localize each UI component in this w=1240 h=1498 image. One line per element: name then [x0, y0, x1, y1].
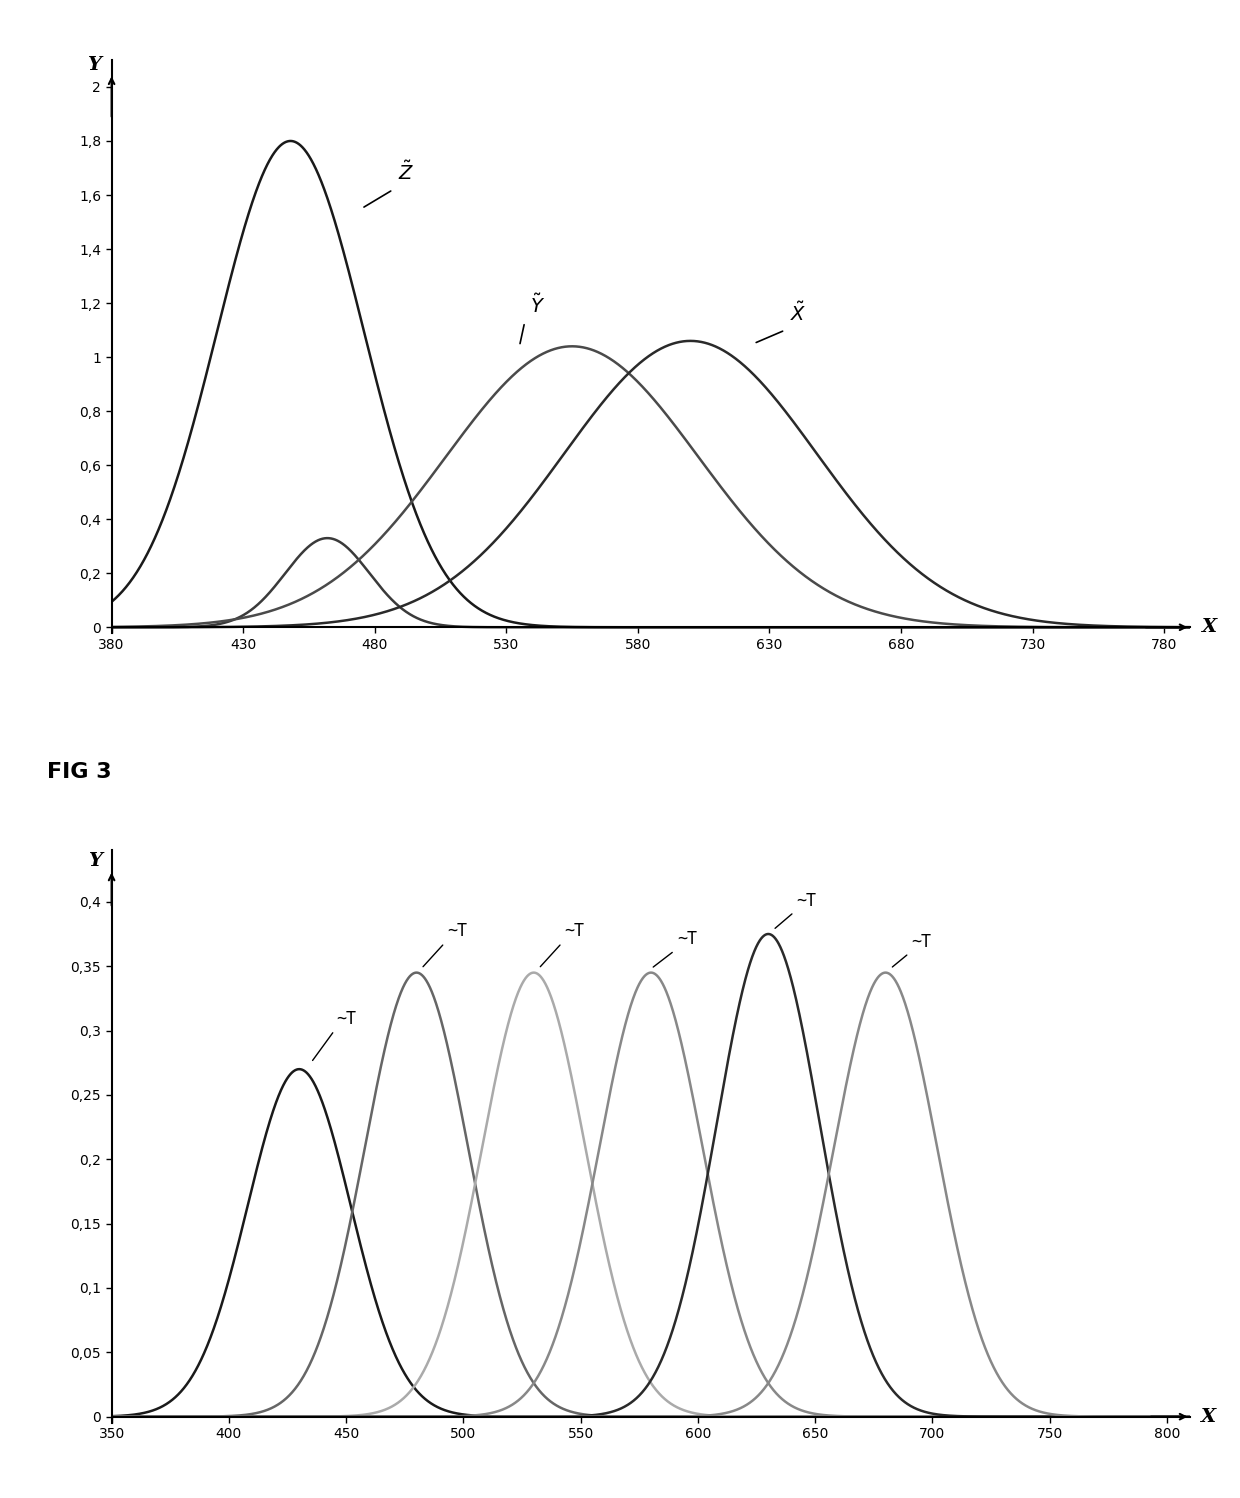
Text: $\tilde{Z}$: $\tilde{Z}$: [398, 162, 414, 184]
Text: ~T: ~T: [446, 923, 467, 941]
Text: X: X: [1200, 1408, 1215, 1426]
Text: $\tilde{X}$: $\tilde{X}$: [790, 301, 807, 325]
Text: ~T: ~T: [796, 891, 816, 909]
Text: Y: Y: [88, 852, 102, 870]
Text: $\tilde{Y}$: $\tilde{Y}$: [529, 294, 546, 316]
Text: FIG 3: FIG 3: [47, 761, 112, 782]
Text: ~T: ~T: [911, 933, 931, 951]
Text: ~T: ~T: [337, 1010, 357, 1028]
Text: ~T: ~T: [677, 930, 697, 948]
Text: Y: Y: [87, 57, 102, 75]
Text: ~T: ~T: [564, 923, 584, 941]
Text: X: X: [1200, 619, 1216, 637]
